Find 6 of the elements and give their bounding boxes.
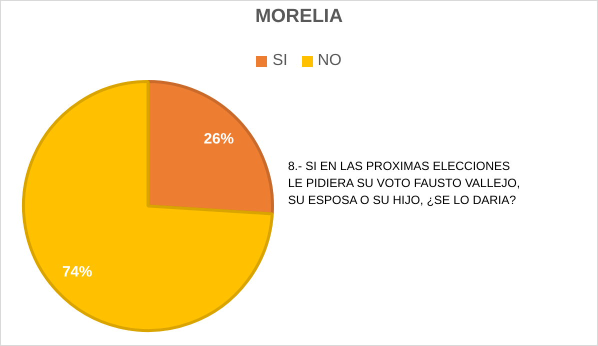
chart-title: MORELIA xyxy=(254,6,344,28)
data-label: 26% xyxy=(204,130,234,148)
text: 8.- SI EN LAS PROXIMAS ELECCIONES LE PIDIERA SU VOTO FAUSTO VALLEJO, SU ESPOSA O SU HIJO, ¿SE LO DARIA? xyxy=(288,158,520,209)
data-label: 74% xyxy=(62,264,92,281)
legend-label: SI xyxy=(272,52,288,70)
legend-label: NO xyxy=(318,52,342,70)
